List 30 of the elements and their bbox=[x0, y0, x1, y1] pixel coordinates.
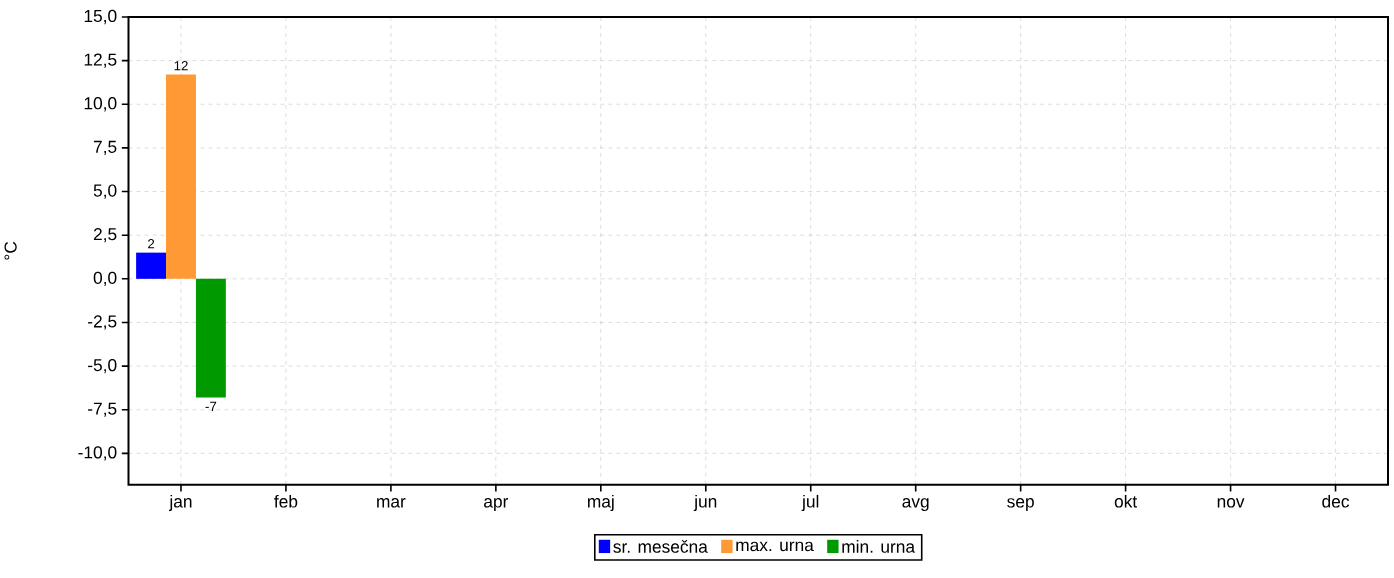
x-tick-label: maj bbox=[588, 494, 614, 512]
y-tick-label: -2,5 bbox=[88, 315, 117, 330]
x-tick-label: jun bbox=[693, 494, 717, 512]
y-tick-label: 5,0 bbox=[93, 184, 117, 199]
y-tick-label: 0,0 bbox=[93, 271, 117, 287]
x-tick-label: feb bbox=[274, 494, 298, 508]
legend-label: sr. mesečna bbox=[613, 540, 708, 553]
x-tick-label: avg bbox=[902, 498, 929, 512]
x-tick-label: jan bbox=[169, 494, 192, 512]
data-label: 12 bbox=[174, 61, 188, 71]
y-tick-label: 12,5 bbox=[84, 53, 117, 68]
x-tick-label: dec bbox=[1322, 494, 1350, 508]
y-tick-label: -7,5 bbox=[88, 402, 117, 417]
data-label: -7 bbox=[205, 401, 217, 412]
data-label: 2 bbox=[148, 239, 155, 249]
y-tick-label: 15,0 bbox=[84, 9, 117, 25]
y-tick-label: 7,5 bbox=[93, 140, 117, 156]
x-tick-label: jul bbox=[801, 494, 819, 512]
x-tick-label: apr bbox=[484, 498, 509, 512]
y-tick-label: -5,0 bbox=[88, 359, 117, 374]
legend-label: min. urna bbox=[842, 540, 916, 553]
y-tick-label: 2,5 bbox=[93, 228, 117, 243]
y-tick-label: -10,0 bbox=[78, 446, 117, 461]
y-tick-label: 10,0 bbox=[84, 97, 117, 112]
x-tick-label: nov bbox=[1217, 498, 1245, 508]
x-tick-label: sep bbox=[1007, 498, 1034, 512]
legend-label: max. urna bbox=[736, 541, 814, 552]
x-tick-label: mar bbox=[377, 498, 406, 508]
y-axis-title: °C bbox=[4, 241, 17, 260]
x-tick-label: okt bbox=[1114, 494, 1138, 508]
